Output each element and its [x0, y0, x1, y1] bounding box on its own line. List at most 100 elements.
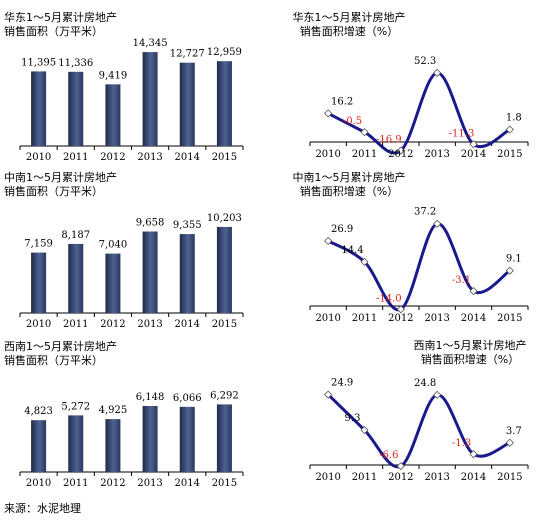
bar-value-label: 6,148	[136, 392, 165, 403]
bar-2010	[31, 71, 47, 146]
bar-2011	[68, 71, 84, 146]
x-tick-label: 2014	[175, 319, 200, 330]
bar-value-label: 12,727	[170, 49, 205, 60]
bar-value-label: 6,292	[210, 390, 239, 401]
point-value-label: 26.9	[331, 224, 353, 235]
chart-title-line: 销售面积（万平米）	[4, 184, 103, 198]
bar-2012	[105, 84, 121, 146]
x-tick-label: 2011	[352, 313, 377, 324]
x-tick-label: 2011	[352, 149, 377, 160]
bar-2015	[216, 404, 232, 472]
x-tick-label: 2012	[388, 313, 413, 324]
bar-value-label: 11,395	[21, 57, 56, 68]
x-tick-label: 2012	[388, 149, 413, 160]
chart-title-line: 销售面积增速（%）	[300, 24, 398, 38]
bar-2013	[142, 52, 158, 146]
line-point	[505, 438, 514, 447]
x-tick-label: 2010	[315, 149, 340, 160]
x-tick-label: 2010	[26, 478, 51, 489]
point-value-label: -6.6	[379, 450, 398, 461]
point-value-label: 16.2	[331, 96, 353, 107]
point-value-label: -14.0	[376, 293, 402, 304]
bar-2010	[31, 420, 47, 472]
bar-value-label: 10,203	[207, 213, 242, 224]
line-point	[505, 125, 514, 134]
line-point	[360, 425, 369, 435]
chart-title-line: 中南1～5月累计房地产	[4, 170, 117, 184]
x-tick-label: 2011	[63, 478, 88, 489]
chart-title-line: 销售面积增速（%）	[300, 184, 398, 198]
point-value-label: 24.9	[331, 378, 353, 389]
line-point	[433, 219, 442, 228]
point-value-label: -1.3	[452, 438, 471, 449]
bar-value-label: 14,345	[133, 38, 168, 49]
line-point	[469, 140, 478, 149]
line-point	[396, 146, 405, 155]
line-point	[324, 390, 333, 399]
growth-line	[327, 71, 511, 155]
growth-line	[327, 393, 511, 469]
x-tick-label: 2011	[352, 472, 377, 483]
bar-value-label: 7,159	[24, 239, 53, 250]
bar-value-label: 4,925	[99, 405, 128, 416]
line-point	[433, 390, 442, 399]
bar-2013	[142, 405, 158, 472]
point-value-label: 9.3	[345, 413, 361, 424]
bar-2011	[68, 243, 84, 313]
line-point	[324, 109, 333, 118]
x-tick-label: 2012	[100, 152, 125, 163]
bar-value-label: 11,336	[58, 58, 93, 69]
point-value-label: -16.9	[376, 135, 402, 146]
chart-title-line: 西南1～5月累计房地产	[414, 338, 527, 352]
point-value-label: 3.7	[506, 426, 522, 437]
chart-title-line: 销售面积（万平米）	[4, 353, 103, 367]
x-tick-label: 2010	[315, 313, 340, 324]
point-value-label: -11.3	[449, 128, 475, 139]
bar-2012	[105, 419, 121, 472]
x-tick-label: 2012	[100, 478, 125, 489]
point-value-label: 37.2	[414, 207, 436, 218]
bar-value-label: 12,959	[207, 47, 242, 58]
x-tick-label: 2015	[497, 313, 522, 324]
x-tick-label: 2013	[424, 149, 449, 160]
x-tick-label: 2015	[212, 478, 237, 489]
line-point	[324, 236, 333, 246]
bar-value-label: 8,187	[61, 230, 90, 241]
x-tick-label: 2011	[63, 152, 88, 163]
x-tick-label: 2010	[26, 319, 51, 330]
x-tick-label: 2015	[212, 152, 237, 163]
line-point	[396, 462, 405, 471]
bar-2014	[179, 62, 195, 146]
x-tick-label: 2014	[461, 313, 486, 324]
x-tick-label: 2014	[175, 152, 200, 163]
bar-value-label: 7,040	[99, 240, 128, 251]
x-tick-label: 2015	[212, 319, 237, 330]
line-point	[360, 257, 369, 266]
chart-title-line: 华东1～5月累计房地产	[4, 10, 117, 24]
x-tick-label: 2015	[497, 472, 522, 483]
line-point	[396, 305, 405, 314]
bar-value-label: 6,066	[173, 393, 202, 404]
point-value-label: 1.8	[506, 113, 522, 124]
line-point	[469, 286, 478, 296]
bar-2011	[68, 415, 84, 472]
bar-2015	[216, 226, 232, 313]
x-tick-label: 2012	[388, 472, 413, 483]
x-tick-label: 2012	[100, 319, 125, 330]
point-value-label: -0.5	[343, 116, 362, 127]
bar-2014	[179, 234, 195, 313]
chart-title-line: 销售面积（万平米）	[4, 24, 103, 38]
bar-2015	[216, 61, 232, 146]
source-note: 来源：水泥地理	[4, 502, 81, 515]
x-tick-label: 2014	[175, 478, 200, 489]
x-tick-label: 2015	[497, 149, 522, 160]
point-value-label: 52.3	[414, 56, 436, 67]
bar-2014	[179, 406, 195, 472]
point-value-label: 14.4	[341, 245, 363, 256]
